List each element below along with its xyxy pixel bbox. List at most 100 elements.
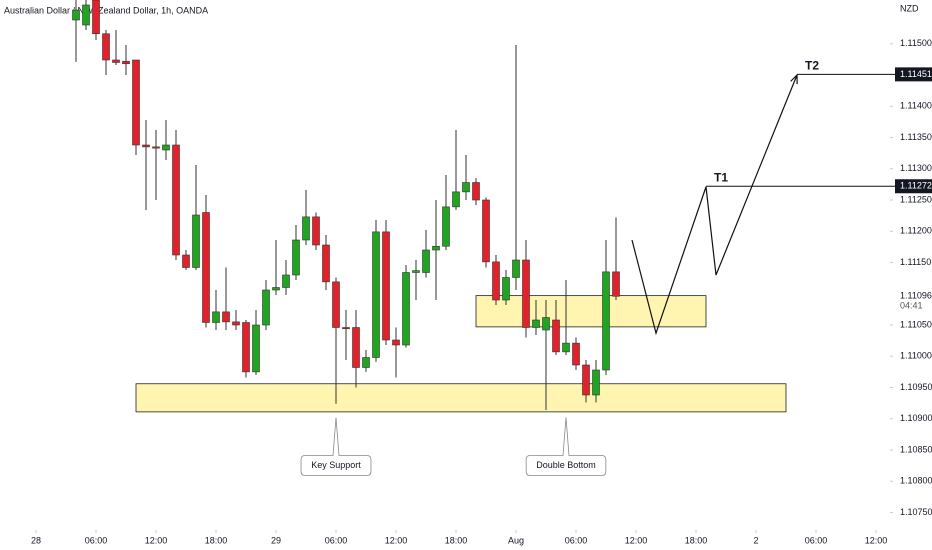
candle-body <box>72 9 80 21</box>
x-tick-label: 18:00 <box>445 535 468 545</box>
support-zone <box>475 295 707 328</box>
price-badge <box>895 179 932 194</box>
callout-box <box>300 417 372 476</box>
candle-body <box>392 339 400 346</box>
candle-body <box>522 259 530 328</box>
candle-body <box>372 231 380 358</box>
candle-body <box>182 254 190 268</box>
target-label: T1 <box>714 170 728 184</box>
candle-body <box>202 212 210 323</box>
y-tick-label: 1.11050 <box>900 319 932 329</box>
y-tick-label: 1.11000 <box>900 351 932 361</box>
candle-body <box>562 342 570 353</box>
support-zone <box>135 383 787 413</box>
y-tick-label: 1.11200 <box>900 226 932 236</box>
x-tick-label: 2 <box>753 535 758 545</box>
candle-body <box>512 259 520 278</box>
callout-box <box>525 417 607 476</box>
callout-label: Key Support <box>311 460 361 470</box>
projection-line <box>631 74 798 336</box>
candle-body <box>92 0 100 35</box>
y-tick-label: 1.11150 <box>900 257 931 267</box>
candle-body <box>502 277 510 301</box>
y-tick-label: 1.11250 <box>900 194 932 204</box>
x-tick-label: 28 <box>31 535 41 545</box>
candle-body <box>582 364 590 396</box>
chart-title: Australian Dollar / New Zealand Dollar, … <box>4 5 208 15</box>
candle-body <box>362 357 370 368</box>
x-tick-label: 12:00 <box>865 535 888 545</box>
currency-label: NZD <box>900 3 919 13</box>
candle-body <box>472 182 480 201</box>
x-tick-label: 06:00 <box>565 535 588 545</box>
x-tick-label: 12:00 <box>145 535 168 545</box>
price-badge <box>895 67 932 82</box>
countdown-label: 04:41 <box>900 301 923 311</box>
y-tick-label: 1.10750 <box>900 507 932 517</box>
callout-label: Double Bottom <box>536 460 596 470</box>
candle-body <box>212 311 220 323</box>
x-tick-label: 18:00 <box>205 535 228 545</box>
candle-body <box>122 60 130 65</box>
y-tick-label: 1.11300 <box>900 163 932 173</box>
candle-body <box>162 144 170 151</box>
candle-body <box>422 249 430 273</box>
x-tick-label: 12:00 <box>385 535 408 545</box>
candle-body <box>352 327 360 368</box>
x-tick-label: 06:00 <box>85 535 108 545</box>
candle-body <box>592 369 600 396</box>
x-tick-label: Aug <box>508 535 524 545</box>
candle-body <box>252 324 260 373</box>
candle-body <box>482 199 490 263</box>
candle-body <box>112 59 120 63</box>
candle-body <box>312 216 320 246</box>
candle-body <box>442 206 450 247</box>
y-tick-label: 1.10800 <box>900 476 932 486</box>
price-badge-label: 1.11451 <box>900 69 932 79</box>
candle-body <box>272 287 280 291</box>
x-tick-label: 18:00 <box>685 535 708 545</box>
candle-body <box>302 216 310 241</box>
candle-body <box>412 270 420 273</box>
candle-body <box>292 239 300 276</box>
x-tick-label: 06:00 <box>325 535 348 545</box>
candle-body <box>402 272 410 346</box>
y-tick-label: 1.11350 <box>900 132 932 142</box>
y-tick-label: 1.11500 <box>900 38 932 48</box>
target-label: T2 <box>805 59 819 73</box>
candle-body <box>82 4 90 26</box>
candle-body <box>462 182 470 193</box>
x-tick-label: 06:00 <box>805 535 828 545</box>
x-tick-label: 12:00 <box>625 535 648 545</box>
candle-body <box>382 231 390 341</box>
candle-body <box>142 144 150 148</box>
candle-body <box>282 274 290 288</box>
y-tick-label: 1.10850 <box>900 444 932 454</box>
projection-arrowhead <box>790 73 798 85</box>
candle-body <box>602 271 610 371</box>
y-tick-label: 1.11400 <box>900 101 932 111</box>
candle-body <box>432 245 440 251</box>
candle-body <box>102 33 110 61</box>
candle-body <box>192 214 200 268</box>
candle-body <box>552 319 560 353</box>
candle-body <box>342 327 350 330</box>
candle-body <box>132 59 140 146</box>
candle-body <box>222 311 230 323</box>
candle-body <box>332 281 340 328</box>
candle-body <box>492 261 500 301</box>
candle-body <box>232 321 240 326</box>
x-tick-label: 29 <box>271 535 281 545</box>
y-tick-label: 1.10950 <box>900 382 932 392</box>
candle-body <box>242 322 250 373</box>
candle-body <box>452 191 460 208</box>
candle-body <box>322 244 330 283</box>
candle-body <box>172 144 180 256</box>
candle-body <box>532 319 540 328</box>
y-tick-label: 1.10900 <box>900 413 932 423</box>
candle-body <box>152 146 160 149</box>
candle-body <box>572 342 580 366</box>
candle-body <box>262 289 270 326</box>
